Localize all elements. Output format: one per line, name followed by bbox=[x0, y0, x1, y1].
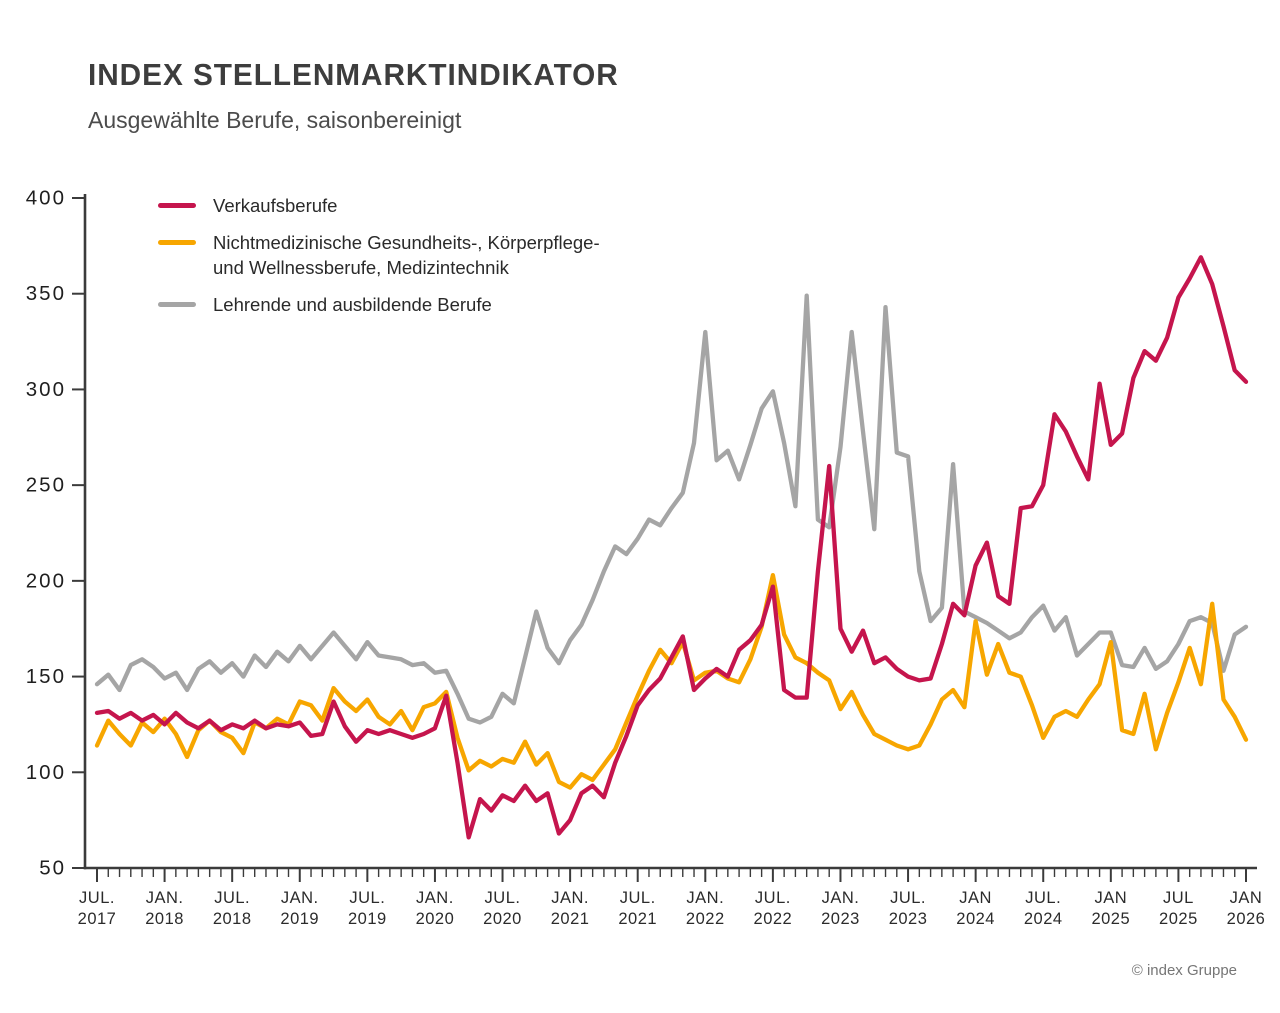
x-tick-label: 2025 bbox=[1159, 910, 1198, 928]
legend-swatch-gray bbox=[158, 302, 196, 308]
x-tick-label: 2018 bbox=[213, 910, 252, 928]
x-tick-label: JAN. bbox=[416, 889, 454, 907]
series-line-gesundheitsberufe bbox=[94, 572, 1249, 790]
x-tick-label: JAN. bbox=[686, 889, 724, 907]
x-tick-label: 2026 bbox=[1227, 910, 1266, 928]
y-tick-label: 200 bbox=[26, 569, 66, 592]
x-tick-label: 2025 bbox=[1091, 910, 1130, 928]
x-tick-label: JUL. bbox=[79, 889, 115, 907]
legend-label: Verkaufsberufe bbox=[213, 195, 338, 216]
x-tick-label: 2018 bbox=[145, 910, 184, 928]
x-tick-label: JAN. bbox=[146, 889, 184, 907]
legend-item-verkaufsberufe: Verkaufsberufe bbox=[158, 194, 600, 218]
x-tick-label: 2021 bbox=[618, 910, 657, 928]
x-tick-label: 2022 bbox=[754, 910, 793, 928]
legend-label: Nichtmedizinische Gesundheits-, Körperpf… bbox=[213, 232, 600, 278]
x-tick-label: 2021 bbox=[551, 910, 590, 928]
y-tick-label: 350 bbox=[26, 282, 66, 305]
series-line-verkaufsberufe bbox=[94, 255, 1249, 840]
legend-label: Lehrende und ausbildende Berufe bbox=[213, 294, 492, 316]
x-tick-label: JUL. bbox=[485, 889, 521, 907]
copyright: © index Gruppe bbox=[1131, 962, 1237, 979]
x-tick-label: 2022 bbox=[686, 910, 725, 928]
x-tick-label: JAN. bbox=[822, 889, 860, 907]
page-title: INDEX STELLENMARKTINDIKATOR bbox=[88, 57, 619, 92]
legend: Verkaufsberufe Nichtmedizinische Gesundh… bbox=[158, 194, 600, 318]
x-tick-label: 2019 bbox=[348, 910, 387, 928]
x-tick-label: 2020 bbox=[483, 910, 522, 928]
y-tick-label: 100 bbox=[26, 761, 66, 784]
x-tick-label: 2023 bbox=[889, 910, 928, 928]
legend-item-gesundheitsberufe: Nichtmedizinische Gesundheits-, Körperpf… bbox=[158, 231, 600, 280]
y-tick-label: 150 bbox=[26, 665, 66, 688]
x-tick-label: 2019 bbox=[280, 910, 319, 928]
y-tick-label: 250 bbox=[26, 474, 66, 497]
x-tick-label: JUL. bbox=[1025, 889, 1061, 907]
x-tick-label: JUL. bbox=[349, 889, 385, 907]
x-tick-label: JAN. bbox=[281, 889, 319, 907]
x-tick-label: JAN bbox=[1094, 889, 1127, 907]
x-tick-label: 2017 bbox=[78, 910, 117, 928]
y-tick-label: 50 bbox=[39, 857, 66, 880]
x-tick-label: JAN. bbox=[551, 889, 589, 907]
x-tick-label: JUL. bbox=[620, 889, 656, 907]
x-tick-label: JAN bbox=[1230, 889, 1263, 907]
legend-swatch-orange bbox=[158, 240, 196, 246]
y-tick-label: 400 bbox=[26, 187, 66, 210]
legend-swatch-red bbox=[158, 203, 196, 208]
x-tick-label: 2024 bbox=[956, 910, 995, 928]
x-tick-label: JUL. bbox=[214, 889, 250, 907]
x-tick-label: JUL bbox=[1163, 889, 1194, 907]
x-tick-label: 2020 bbox=[416, 910, 455, 928]
x-tick-label: 2024 bbox=[1024, 910, 1063, 928]
x-tick-label: JUL. bbox=[890, 889, 926, 907]
x-tick-label: JUL. bbox=[755, 889, 791, 907]
page-subtitle: Ausgewählte Berufe, saisonbereinigt bbox=[88, 107, 462, 133]
x-tick-label: 2023 bbox=[821, 910, 860, 928]
legend-item-lehrende-berufe: Lehrende und ausbildende Berufe bbox=[158, 293, 600, 317]
y-tick-label: 300 bbox=[26, 378, 66, 401]
series-line-lehrende-berufe bbox=[94, 293, 1249, 725]
x-tick-label: JAN bbox=[959, 889, 992, 907]
